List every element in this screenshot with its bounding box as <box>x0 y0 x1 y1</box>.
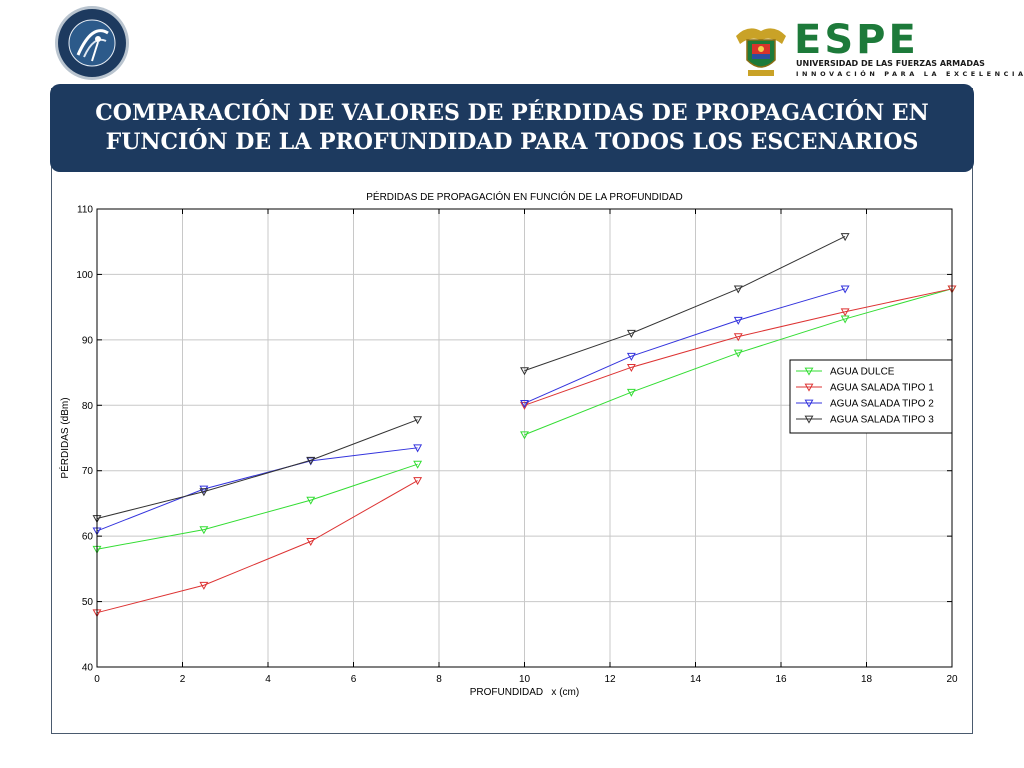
y-tick-label: 40 <box>82 663 94 674</box>
data-point <box>626 388 636 397</box>
x-axis-title: PROFUNDIDAD x (cm) <box>470 687 579 698</box>
data-point <box>520 399 529 408</box>
x-tick-label: 2 <box>180 674 186 685</box>
data-point <box>199 526 209 535</box>
x-tick-label: 20 <box>946 674 958 685</box>
series-line <box>524 288 953 436</box>
data-point <box>199 581 209 590</box>
data-point <box>306 496 316 505</box>
x-tick-label: 16 <box>775 674 787 685</box>
series-layer <box>92 233 957 618</box>
x-tick-label: 0 <box>94 674 100 685</box>
data-point <box>520 401 529 410</box>
data-point <box>626 352 636 361</box>
data-point <box>413 477 423 486</box>
y-tick-label: 70 <box>82 466 94 477</box>
y-tick-label: 90 <box>82 335 94 346</box>
data-point <box>733 333 743 342</box>
series-line <box>524 288 953 406</box>
department-seal-icon <box>55 6 129 80</box>
y-tick-label: 60 <box>82 532 94 543</box>
data-point <box>413 416 423 425</box>
series-4 <box>92 233 850 524</box>
legend-marker <box>804 399 814 408</box>
espe-university-name: UNIVERSIDAD DE LAS FUERZAS ARMADAS <box>796 59 985 68</box>
data-point <box>199 485 209 494</box>
legend-marker <box>804 383 814 392</box>
series-line <box>96 419 418 519</box>
series-3 <box>92 285 850 536</box>
data-point <box>626 363 636 372</box>
x-tick-label: 14 <box>690 674 702 685</box>
x-tick-label: 12 <box>604 674 616 685</box>
series-2 <box>92 285 957 618</box>
data-point <box>199 488 209 497</box>
legend-box <box>789 359 953 434</box>
y-tick-label: 50 <box>82 597 94 608</box>
data-point <box>840 308 850 317</box>
x-tick-label: 18 <box>861 674 873 685</box>
data-point <box>840 233 850 242</box>
legend-marker <box>804 415 814 424</box>
legend-label: AGUA SALADA TIPO 3 <box>830 415 934 426</box>
legend: AGUA DULCE AGUA SALADA TIPO 1 AGUA SALADA … <box>789 359 953 434</box>
chart-title: PÉRDIDAS DE PROPAGACIÓN EN FUNCIÓN DE LA… <box>366 190 683 203</box>
legend-label: AGUA SALADA TIPO 2 <box>830 399 934 410</box>
data-point <box>413 460 423 469</box>
data-point <box>520 367 529 376</box>
legend-marker <box>804 367 814 376</box>
y-axis-title: PÉRDIDAS (dBm) <box>58 397 71 478</box>
x-tick-label: 10 <box>519 674 531 685</box>
data-point <box>733 285 743 294</box>
data-point <box>306 456 316 465</box>
espe-coat-of-arms-icon <box>736 28 786 76</box>
series-line <box>524 236 846 372</box>
series-line <box>96 447 418 532</box>
data-point <box>306 537 316 547</box>
data-point <box>733 316 743 325</box>
y-tick-label: 110 <box>77 205 93 216</box>
series-line <box>524 288 846 404</box>
axis-ticks: 0 2 4 6 8 10 12 14 16 18 20 40 50 60 70 80 90 100 110 <box>76 205 958 686</box>
espe-logo: ESPE UNIVERSIDAD DE LAS FUERZAS ARMADAS … <box>732 18 1023 80</box>
data-point <box>733 349 743 358</box>
data-point <box>626 329 636 338</box>
plot-area-frame <box>96 208 953 668</box>
data-point <box>520 431 529 440</box>
espe-motto: INNOVACIÓN PARA LA EXCELENCIA <box>796 70 1024 78</box>
series-line <box>96 480 418 614</box>
page-title: COMPARACIÓN DE VALORES DE PÉRDIDAS DE PR… <box>95 100 929 155</box>
x-tick-label: 6 <box>351 674 357 685</box>
y-tick-label: 100 <box>76 270 93 281</box>
data-point <box>413 444 423 453</box>
legend-label: AGUA SALADA TIPO 1 <box>830 383 934 394</box>
y-tick-label: 80 <box>82 401 94 412</box>
data-point <box>840 285 850 294</box>
legend-label: AGUA DULCE <box>830 367 895 378</box>
title-banner: COMPARACIÓN DE VALORES DE PÉRDIDAS DE PR… <box>50 84 974 172</box>
series-line <box>96 463 418 550</box>
espe-wordmark: ESPE <box>794 17 919 63</box>
department-seal-logo <box>54 5 130 81</box>
x-tick-label: 4 <box>265 674 271 685</box>
x-tick-label: 8 <box>436 674 442 685</box>
